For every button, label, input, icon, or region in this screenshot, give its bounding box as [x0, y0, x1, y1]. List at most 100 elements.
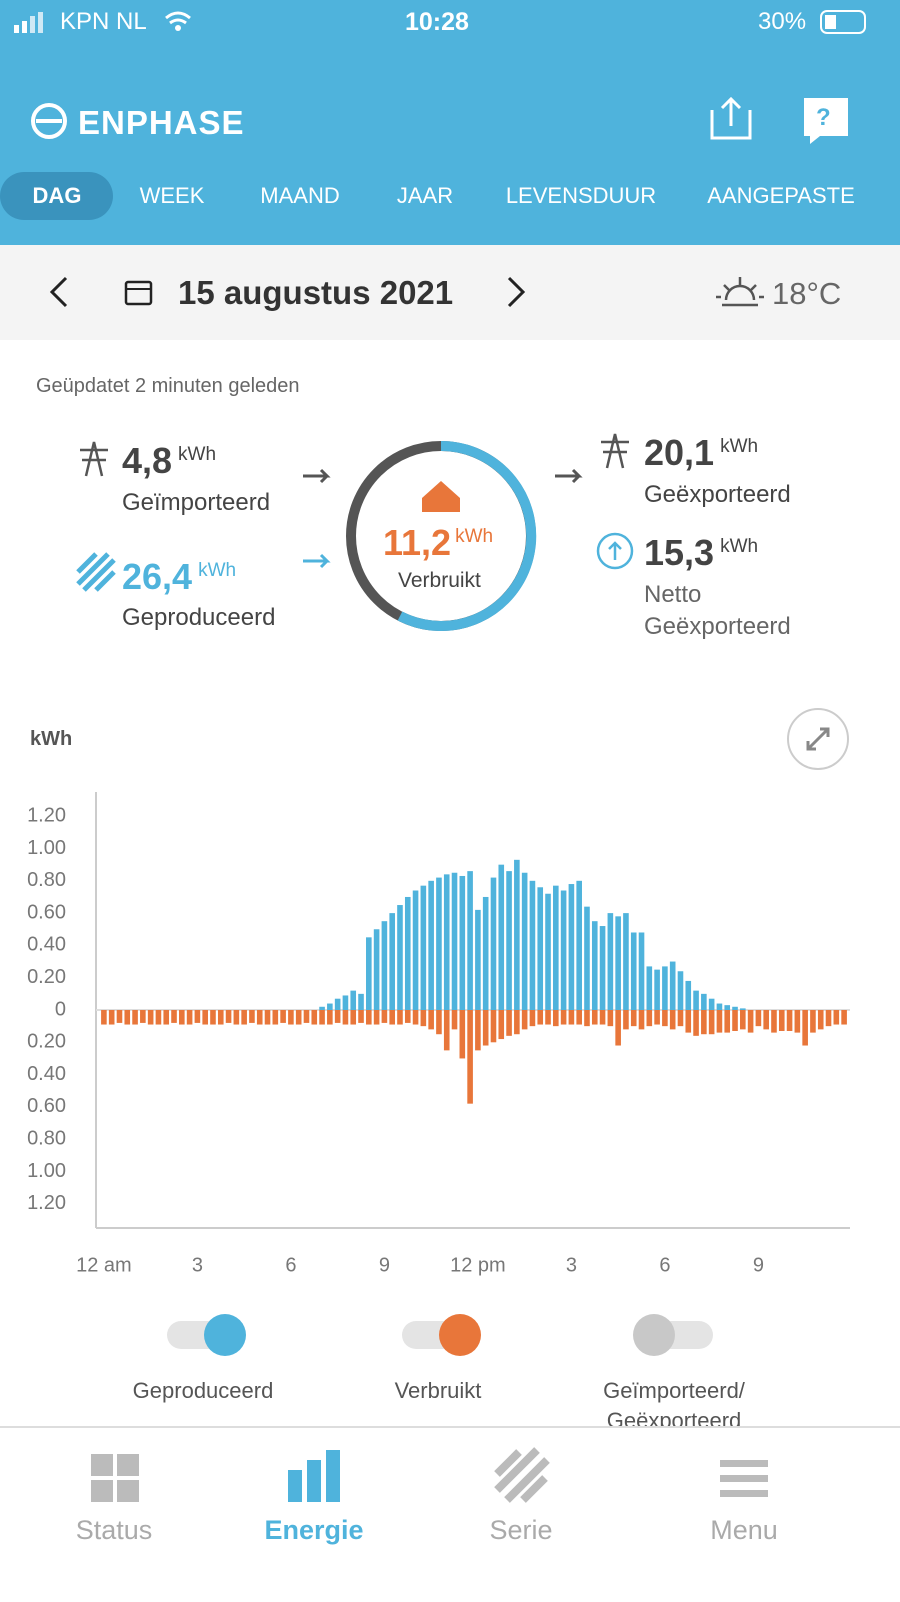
nav-item[interactable]: Serie	[489, 1515, 553, 1545]
bar	[459, 875, 466, 1010]
bar	[404, 1010, 411, 1023]
chart: 1.20 1.00 0.80 0.60 0.40 0.20 0 0.20 0.40 0.60 0.8…	[27, 792, 850, 1276]
value: 4,8	[122, 440, 173, 481]
bar	[334, 998, 341, 1010]
help[interactable]: ?	[816, 104, 831, 131]
bar	[669, 1010, 676, 1030]
bar	[763, 1010, 769, 1030]
date: 15 augustus 2021	[178, 274, 454, 311]
bar	[451, 872, 458, 1010]
unit: kWh	[455, 526, 494, 547]
y-tick-label: 0.40	[27, 934, 66, 956]
x-tick-label: 9	[753, 1254, 764, 1276]
bar	[638, 932, 645, 1010]
tab[interactable]: WEEK	[139, 183, 205, 208]
bar	[498, 1010, 505, 1040]
bar	[677, 971, 684, 1010]
bar	[810, 1010, 816, 1033]
bar	[319, 1010, 325, 1025]
date-icons	[49, 276, 764, 308]
bar	[545, 1010, 551, 1025]
y-tick-label: 1.00	[27, 837, 66, 859]
bar	[490, 877, 497, 1010]
bar	[311, 1010, 318, 1025]
toggle-knob[interactable]	[204, 1314, 246, 1356]
tab[interactable]: MAAND	[260, 183, 340, 208]
bar	[529, 1010, 536, 1027]
bar	[732, 1006, 738, 1010]
bar	[740, 1008, 746, 1010]
bar	[451, 1010, 458, 1030]
nav-item[interactable]: Menu	[710, 1515, 778, 1545]
value: 11,2	[383, 522, 452, 563]
bar	[482, 896, 489, 1010]
bar	[116, 1010, 123, 1023]
imported-label: Geïmporteerd	[122, 489, 271, 516]
bar	[506, 871, 512, 1010]
tab[interactable]: JAAR	[396, 183, 454, 208]
bar	[381, 921, 388, 1010]
nav-item[interactable]: Energie	[264, 1515, 364, 1545]
tab[interactable]: DAG	[32, 183, 82, 208]
toggle-knob[interactable]	[439, 1314, 481, 1356]
x-tick-label: 3	[192, 1254, 203, 1276]
bar	[537, 887, 544, 1010]
legend-label: Verbruikt	[394, 1378, 482, 1403]
nav-bar	[0, 1426, 900, 1602]
produced-value: 26,4 kWh	[122, 556, 236, 598]
x-tick-label: 12 am	[76, 1254, 132, 1276]
bar	[264, 1010, 271, 1025]
consumed-value: 11,2 kWh	[383, 522, 493, 564]
y-tick-label: 0.60	[27, 1095, 66, 1117]
bar	[436, 877, 442, 1010]
legend-label: Geproduceerd	[132, 1378, 274, 1403]
tab[interactable]: AANGEPASTE	[707, 183, 855, 208]
bar	[591, 1010, 598, 1025]
consumed-label: Verbruikt	[398, 569, 481, 592]
tab[interactable]: LEVENSDUUR	[505, 183, 657, 208]
bar	[568, 884, 575, 1010]
bar	[358, 1010, 364, 1023]
bar	[140, 1010, 146, 1023]
x-tick-label: 12 pm	[450, 1254, 506, 1276]
bar	[654, 1010, 660, 1025]
value: 20,1	[644, 432, 715, 473]
value: 26,4	[122, 556, 193, 597]
bar	[334, 1010, 341, 1023]
bar	[514, 859, 520, 1010]
bar	[607, 913, 614, 1010]
expand-button[interactable]	[786, 707, 850, 771]
bar	[716, 1003, 723, 1010]
bar	[646, 1010, 653, 1027]
x-tick-label: 9	[379, 1254, 390, 1276]
bar	[256, 1010, 263, 1025]
nav-item[interactable]: Status	[75, 1515, 153, 1545]
bar	[529, 880, 536, 1010]
bar	[475, 1010, 481, 1051]
bar	[630, 1010, 637, 1027]
bar	[638, 1010, 645, 1030]
bar	[420, 885, 427, 1010]
y-tick-label: 1.20	[27, 805, 66, 827]
bar	[101, 1010, 107, 1025]
bar	[662, 966, 668, 1010]
temperature: 18°C	[772, 276, 842, 311]
bar	[521, 1010, 528, 1030]
bar	[303, 1010, 310, 1023]
bar	[771, 1010, 777, 1033]
bar	[623, 913, 629, 1010]
bar	[342, 1010, 349, 1025]
bar	[412, 1010, 419, 1025]
bar	[755, 1010, 762, 1027]
bar	[553, 885, 559, 1010]
updated: Geüpdatet 2 minuten geleden	[36, 375, 300, 397]
y-tick-label: 0.80	[27, 1127, 66, 1149]
bar	[560, 890, 567, 1010]
bar	[732, 1010, 738, 1031]
bar	[373, 929, 380, 1010]
bar	[802, 1010, 808, 1046]
header-icons	[0, 10, 866, 220]
bar	[545, 893, 551, 1010]
toggle-knob[interactable]	[633, 1314, 675, 1356]
